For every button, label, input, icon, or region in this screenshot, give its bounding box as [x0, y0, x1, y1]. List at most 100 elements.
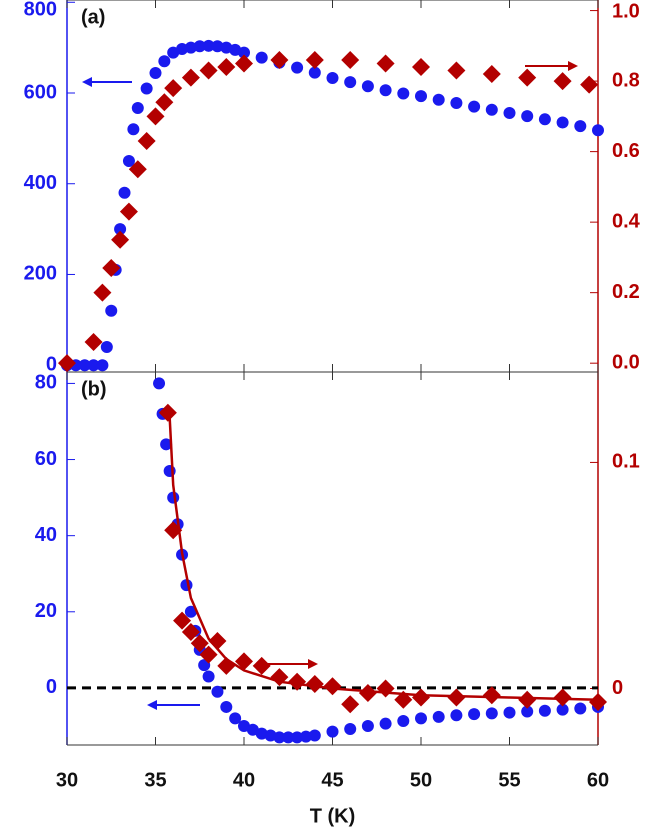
point: [344, 723, 357, 736]
point: [122, 155, 135, 168]
point: [160, 438, 173, 451]
point: [538, 113, 551, 126]
point: [485, 707, 498, 720]
point: [235, 652, 253, 671]
point: [468, 100, 481, 113]
point: [450, 709, 463, 722]
point: [415, 90, 427, 103]
y-tick-label: 80: [35, 372, 57, 394]
point: [155, 93, 174, 112]
point: [308, 729, 321, 742]
point: [521, 110, 534, 123]
point: [193, 40, 206, 53]
point: [556, 703, 569, 716]
point: [397, 87, 410, 100]
point: [538, 704, 551, 717]
panel-label: (a): [81, 6, 105, 28]
point: [518, 68, 537, 87]
point: [84, 333, 103, 352]
point: [305, 674, 324, 693]
y2-tick-label: 0.1: [612, 451, 640, 473]
point: [140, 82, 153, 95]
y2-tick-label: 1.0: [612, 0, 640, 22]
y-tick-label: 0: [46, 676, 57, 698]
x-tick-label: 30: [56, 769, 78, 791]
point: [119, 202, 138, 221]
point: [376, 54, 395, 73]
point: [87, 359, 100, 372]
point: [323, 677, 342, 696]
point: [288, 672, 307, 691]
point: [127, 123, 140, 136]
x-tick-label: 40: [233, 769, 255, 791]
point: [589, 693, 607, 712]
point: [111, 230, 130, 249]
point: [128, 160, 147, 179]
point: [291, 61, 304, 74]
y-tick-label: 600: [24, 81, 57, 103]
arrowhead: [568, 61, 578, 71]
point: [176, 42, 189, 55]
point: [105, 304, 118, 317]
point: [118, 186, 131, 199]
point: [211, 40, 224, 53]
y-tick-label: 400: [24, 172, 57, 194]
point: [137, 132, 156, 151]
point: [592, 124, 604, 137]
x-axis-label: T (K): [310, 805, 356, 827]
y2-tick-label: 0.0: [612, 351, 640, 373]
point: [344, 76, 357, 89]
point: [326, 725, 339, 738]
point: [379, 84, 392, 97]
point: [299, 730, 312, 743]
y2-tick-label: 0.4: [612, 210, 641, 232]
point: [100, 341, 113, 354]
point: [158, 403, 177, 422]
arrowhead: [82, 77, 92, 87]
point: [556, 116, 569, 129]
point: [173, 611, 192, 630]
point: [190, 634, 209, 653]
y2-tick-label: 0.6: [612, 140, 640, 162]
point: [518, 690, 537, 709]
point: [358, 684, 377, 703]
point: [58, 354, 76, 373]
point: [96, 359, 109, 372]
point: [282, 731, 295, 744]
point: [580, 75, 599, 94]
point: [255, 51, 268, 64]
panel: 0 200 400 600 800 0.0 0.2 0.4 0.6 0.8 1.0 (a): [24, 0, 641, 375]
point: [114, 223, 127, 236]
point: [273, 731, 286, 744]
point: [78, 359, 91, 372]
point: [450, 96, 463, 109]
point: [270, 50, 289, 69]
point: [397, 715, 410, 728]
point: [447, 61, 466, 80]
point: [102, 258, 121, 277]
point: [361, 719, 374, 732]
point: [229, 712, 242, 725]
y2-tick-label: 0: [612, 677, 623, 699]
point: [184, 41, 197, 54]
point: [184, 605, 197, 618]
x-tick-label: 45: [321, 769, 343, 791]
point: [468, 708, 481, 721]
point: [252, 656, 271, 675]
x-tick-label: 55: [498, 769, 520, 791]
fit-line: [168, 417, 599, 702]
point: [131, 101, 144, 114]
point: [379, 717, 392, 730]
x-tick-label: 35: [144, 769, 166, 791]
x-tick-label: 50: [410, 769, 432, 791]
point: [376, 679, 395, 698]
point: [574, 702, 587, 715]
point: [235, 54, 253, 73]
annotation-arrows: [82, 61, 578, 710]
point: [361, 80, 374, 93]
point: [521, 705, 534, 718]
point: [482, 686, 501, 705]
panel-label: (b): [81, 378, 107, 400]
point: [412, 57, 430, 76]
